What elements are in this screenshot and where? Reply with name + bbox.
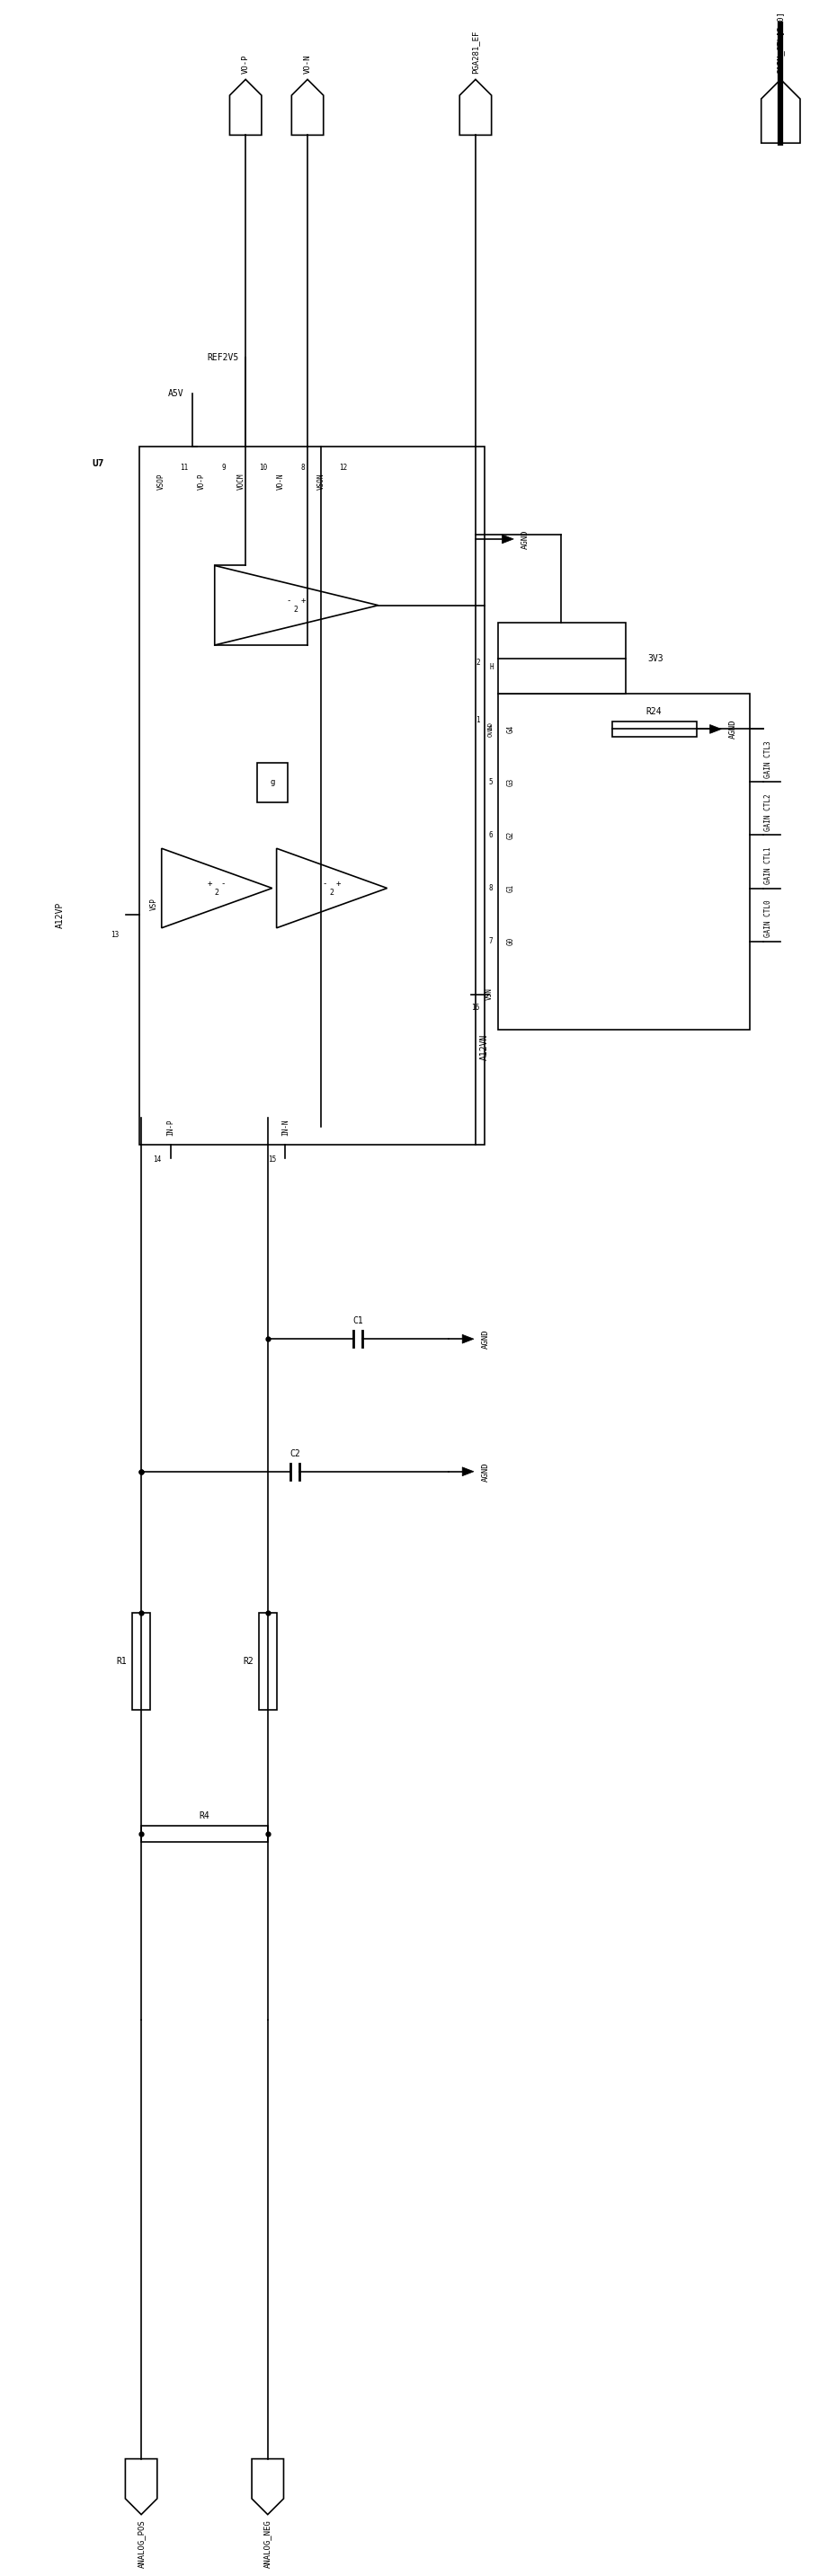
Text: ANALOG_POS: ANALOG_POS [137,2519,146,2568]
Text: R4: R4 [198,1811,209,1821]
Text: 1: 1 [475,716,480,724]
Text: VO-N: VO-N [277,474,285,489]
Text: 11: 11 [179,464,187,471]
Text: 8: 8 [301,464,306,471]
Text: +: + [336,881,341,889]
Bar [259,1613,276,1710]
Text: 4: 4 [488,724,492,734]
Text: VSON: VSON [316,474,325,489]
Text: 9: 9 [222,464,225,471]
Text: AGND: AGND [482,1329,490,1350]
Bar [257,762,288,804]
Text: VSP: VSP [150,899,158,909]
Text: A12VP: A12VP [55,902,64,927]
Text: IN-N: IN-N [281,1118,290,1136]
Text: IN-P: IN-P [167,1118,174,1136]
Text: G1: G1 [507,884,515,891]
Text: 7: 7 [488,938,492,945]
Text: GAIN CTL2: GAIN CTL2 [763,793,772,829]
Text: VO-N: VO-N [304,54,311,75]
Text: G4: G4 [507,724,515,734]
Text: -: - [286,598,291,605]
Text: G3: G3 [507,778,515,786]
Text: R1: R1 [116,1656,127,1667]
Text: 6: 6 [488,832,492,840]
Bar [141,1826,268,1842]
Text: VOCM: VOCM [237,474,245,489]
Text: 16: 16 [472,1005,480,1012]
Bar [498,623,626,693]
Text: 5: 5 [488,778,492,786]
Text: 3V3: 3V3 [648,654,664,662]
Text: R24: R24 [646,706,662,716]
Text: A5V: A5V [168,389,183,397]
Text: AGND: AGND [482,1463,490,1481]
Text: VSN: VSN [485,989,493,999]
Text: REF2V5: REF2V5 [207,353,239,363]
Text: 13: 13 [110,930,119,938]
Text: g: g [270,778,275,786]
Polygon shape [462,1334,474,1342]
Polygon shape [710,724,721,734]
Text: VO-P: VO-P [242,54,249,75]
Polygon shape [276,848,387,927]
Text: GAIN CTL0: GAIN CTL0 [763,899,772,938]
Text: GAIN_CTL[3:0]: GAIN_CTL[3:0] [777,10,785,75]
Bar [613,721,696,737]
Bar [140,446,485,1144]
Polygon shape [460,80,491,134]
Polygon shape [291,80,323,134]
Text: PGA281_EF: PGA281_EF [471,31,480,75]
Text: G0: G0 [507,938,515,945]
Text: R2: R2 [243,1656,254,1667]
Text: 2: 2 [329,889,334,896]
Text: 8: 8 [488,884,492,891]
Text: C1: C1 [352,1316,363,1327]
Text: VSOP: VSOP [157,474,166,489]
Bar [498,693,750,1030]
Text: H: H [489,662,493,672]
Text: AGND: AGND [729,719,737,739]
Text: U7: U7 [92,459,104,469]
Text: 14: 14 [153,1154,162,1164]
Text: 10: 10 [259,464,268,471]
Polygon shape [761,80,800,144]
Text: 2: 2 [294,605,298,613]
Text: C2: C2 [290,1450,300,1458]
Polygon shape [229,80,261,134]
Polygon shape [162,848,272,927]
Text: OVDD: OVDD [488,721,493,737]
Polygon shape [462,1468,474,1476]
Text: ANALOG_NEG: ANALOG_NEG [264,2519,272,2568]
Bar [132,1613,150,1710]
Text: AGND: AGND [521,531,530,549]
Polygon shape [252,2460,284,2514]
Text: 15: 15 [268,1154,276,1164]
Text: GAIN CTL1: GAIN CTL1 [763,848,772,884]
Text: VO-P: VO-P [198,474,205,489]
Polygon shape [126,2460,157,2514]
Text: GAIN CTL3: GAIN CTL3 [763,739,772,778]
Text: -: - [322,881,326,889]
Text: +: + [207,881,212,889]
Text: G2: G2 [507,832,515,840]
Polygon shape [502,536,514,544]
Polygon shape [214,567,378,644]
Text: A12VN: A12VN [480,1033,489,1061]
Text: +: + [300,598,306,605]
Text: 2: 2 [475,659,480,667]
Text: -: - [221,881,226,889]
Text: 2: 2 [214,889,218,896]
Text: 12: 12 [339,464,347,471]
